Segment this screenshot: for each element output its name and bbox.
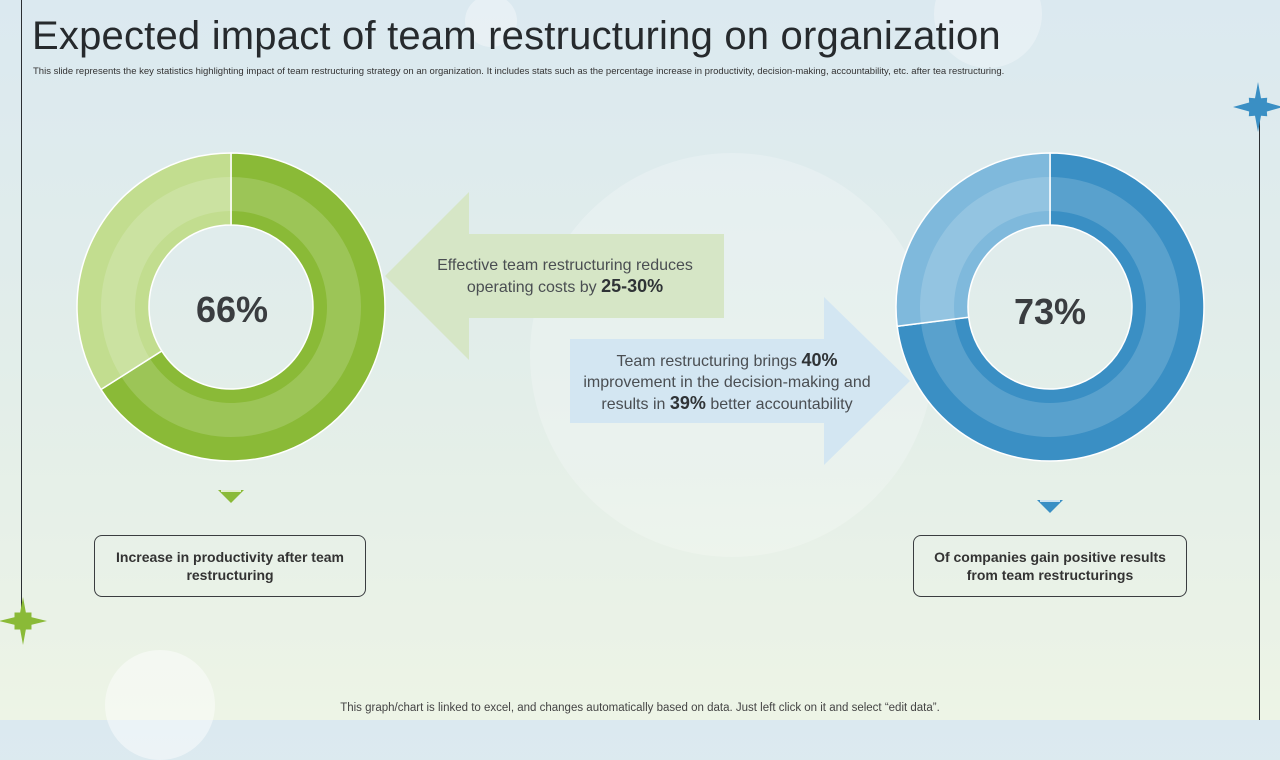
green-star-icon [0,597,47,645]
cost-reduction-arrow: Effective team restructuring reduces ope… [385,192,725,365]
page-subtitle: This slide represents the key statistics… [33,66,1005,77]
right-divider-line [1259,120,1260,720]
left-divider-line [21,0,22,620]
decision-value: 40% [801,350,838,370]
cost-reduction-text: Effective team restructuring reduces ope… [405,255,725,298]
donut-1-slice-0[interactable] [896,152,1205,462]
donut-1-slice-1[interactable] [895,152,1051,328]
decision-making-text: Team restructuring brings 40% improvemen… [570,350,884,415]
background-circle-top [465,0,517,47]
productivity-donut-chart[interactable]: 66% [76,152,386,462]
decision-line1-prefix: Team restructuring brings [616,353,802,370]
productivity-donut-svg: 66% [76,152,386,462]
donut-0-slice-1-highlight [101,177,232,377]
companies-percent-label: 73% [1014,291,1086,332]
blue-pointer-icon [1037,500,1063,513]
footer-note: This graph/chart is linked to excel, and… [340,702,940,714]
cost-reduction-line2-prefix: operating costs by [466,279,602,296]
decision-line3-prefix: results in [601,396,670,413]
donut-0-slice-0[interactable] [99,152,386,462]
cost-reduction-value: 25-30% [601,276,664,296]
cost-reduction-line1: Effective team restructuring reduces [437,257,693,274]
decision-line2: improvement in the decision-making and [583,374,871,391]
companies-caption: Of companies gain positive results from … [913,535,1187,597]
accountability-value: 39% [669,393,706,413]
donut-0-slice-1[interactable] [76,152,232,391]
page-title: Expected impact of team restructuring on… [32,14,1001,58]
left-arrow-shape [385,192,724,360]
productivity-percent-label: 66% [196,289,268,330]
donut-1-slice-1-highlight [920,177,1050,324]
companies-donut-svg: 73% [895,152,1205,462]
right-arrow-shape [570,297,910,465]
decision-line3-suffix: better accountability [705,396,853,413]
productivity-caption: Increase in productivity after team rest… [94,535,366,597]
decision-making-arrow: Team restructuring brings 40% improvemen… [570,297,910,470]
green-pointer-icon [218,490,244,503]
companies-donut-chart[interactable]: 73% [895,152,1205,462]
blue-star-icon [1233,82,1280,132]
